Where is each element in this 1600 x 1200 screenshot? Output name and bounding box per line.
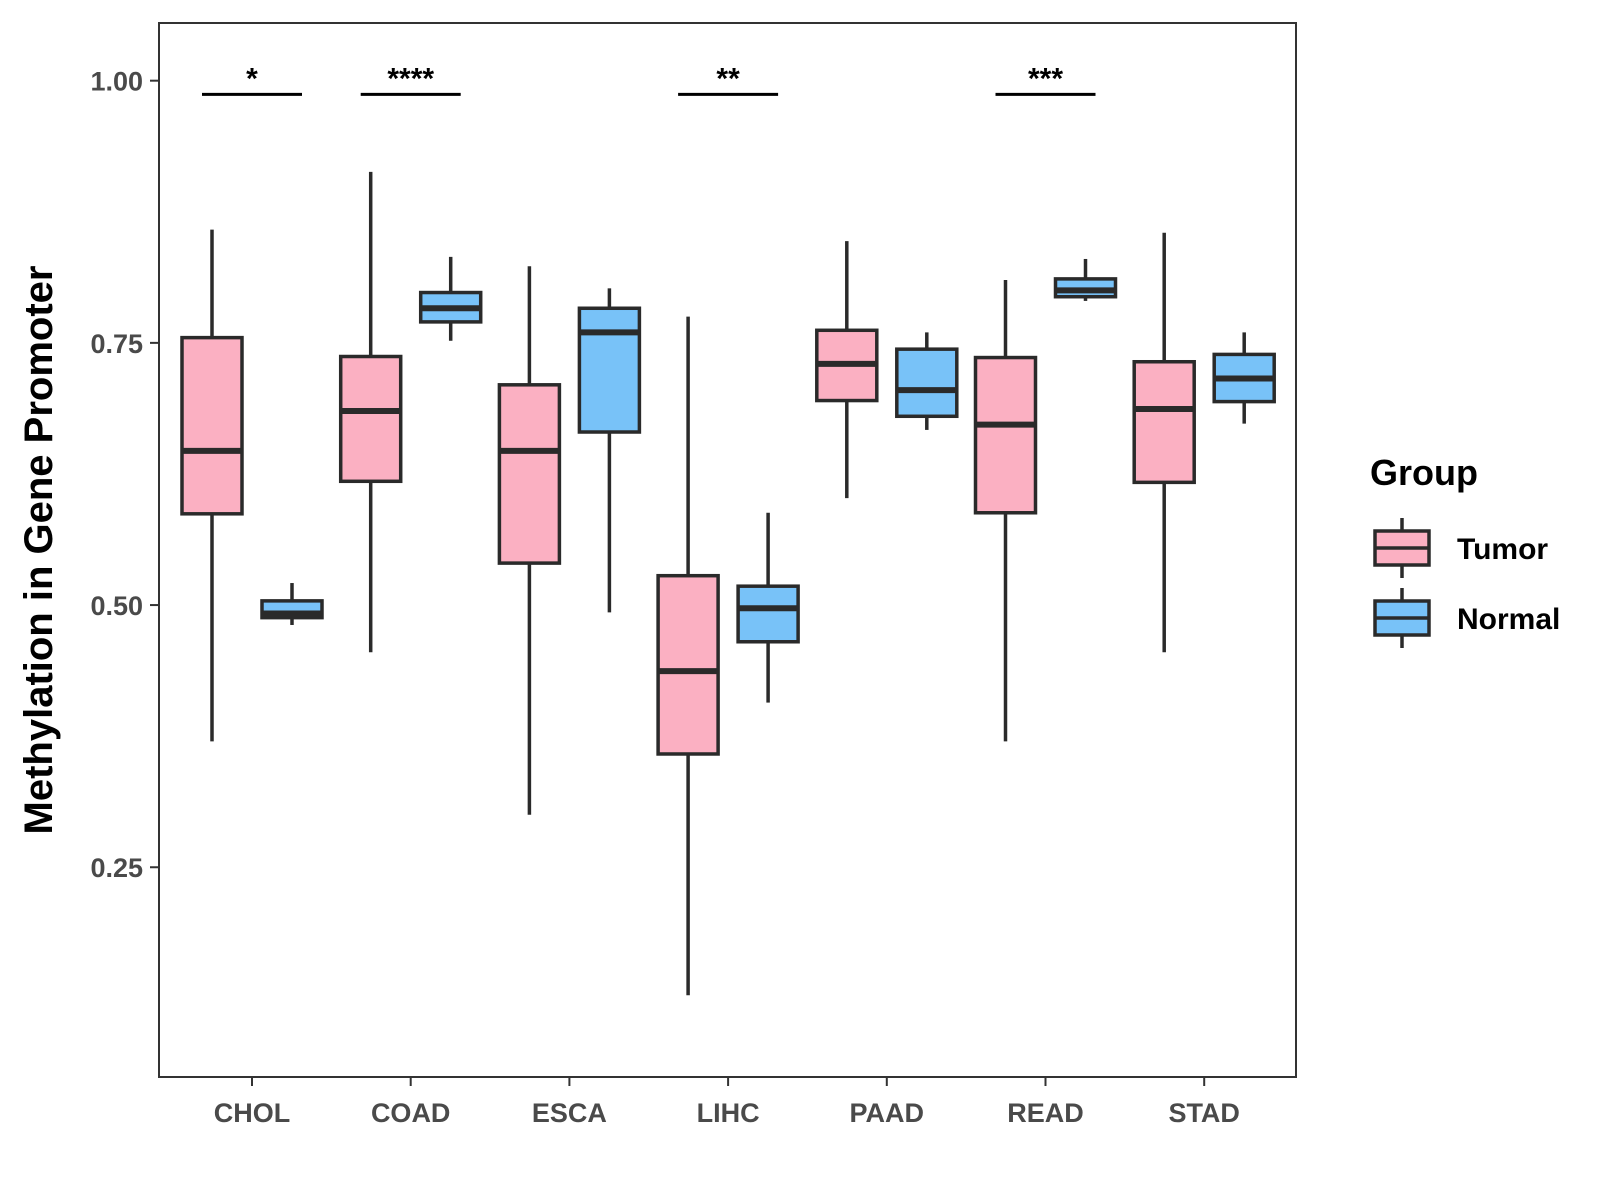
box-normal-read	[1053, 258, 1118, 301]
box-body	[973, 355, 1038, 515]
significance-label: ****	[387, 62, 434, 95]
x-tick-label: PAAD	[850, 1098, 925, 1128]
y-tick-label: 1.00	[90, 67, 143, 97]
legend-label-tumor: Tumor	[1457, 533, 1548, 566]
box-body	[736, 584, 800, 644]
box-tumor-coad	[338, 171, 403, 653]
significance-label: ***	[1028, 62, 1063, 95]
plot-area: * **** ** ***	[158, 22, 1297, 1078]
box-tumor-chol	[180, 229, 244, 742]
box-body	[1132, 359, 1196, 485]
box-normal-paad	[895, 332, 959, 430]
box-tumor-stad	[1132, 232, 1196, 653]
x-tick-label: ESCA	[532, 1098, 607, 1128]
box-body	[180, 335, 244, 516]
panel-border	[158, 22, 1297, 1078]
y-axis: 0.25 0.50 0.75 1.00	[90, 67, 159, 883]
box-body	[497, 383, 562, 565]
box-body	[656, 573, 720, 756]
legend-key-normal	[1373, 588, 1431, 648]
x-tick-label: STAD	[1168, 1098, 1240, 1128]
legend-label-normal: Normal	[1457, 603, 1560, 636]
y-tick-label: 0.75	[90, 329, 143, 359]
box-normal-coad	[418, 256, 483, 341]
x-axis: CHOL COAD ESCA LIHC PAAD READ STAD	[214, 1077, 1240, 1128]
box-tumor-lihc	[656, 316, 720, 996]
legend-key-tumor	[1373, 518, 1431, 578]
box-body	[577, 306, 642, 434]
box-normal-stad	[1212, 332, 1276, 424]
legend-title: Group	[1370, 452, 1478, 493]
x-tick-label: READ	[1007, 1098, 1084, 1128]
y-axis-title: Methylation in Gene Promoter	[17, 266, 61, 835]
box-normal-esca	[577, 288, 642, 613]
x-tick-label: LIHC	[697, 1098, 760, 1128]
y-tick-label: 0.25	[90, 853, 143, 883]
significance-label: **	[716, 62, 740, 95]
y-tick-label: 0.50	[90, 591, 143, 621]
box-normal-chol	[260, 583, 324, 625]
x-tick-label: COAD	[371, 1098, 451, 1128]
legend: Group Tumor Normal	[1370, 452, 1560, 648]
x-tick-label: CHOL	[214, 1098, 291, 1128]
box-normal-lihc	[736, 512, 800, 703]
box-tumor-read	[973, 279, 1038, 742]
significance-label: *	[246, 62, 258, 95]
box-body	[895, 347, 959, 419]
box-tumor-esca	[497, 266, 562, 815]
box-body	[338, 354, 403, 484]
box-tumor-paad	[815, 241, 879, 499]
